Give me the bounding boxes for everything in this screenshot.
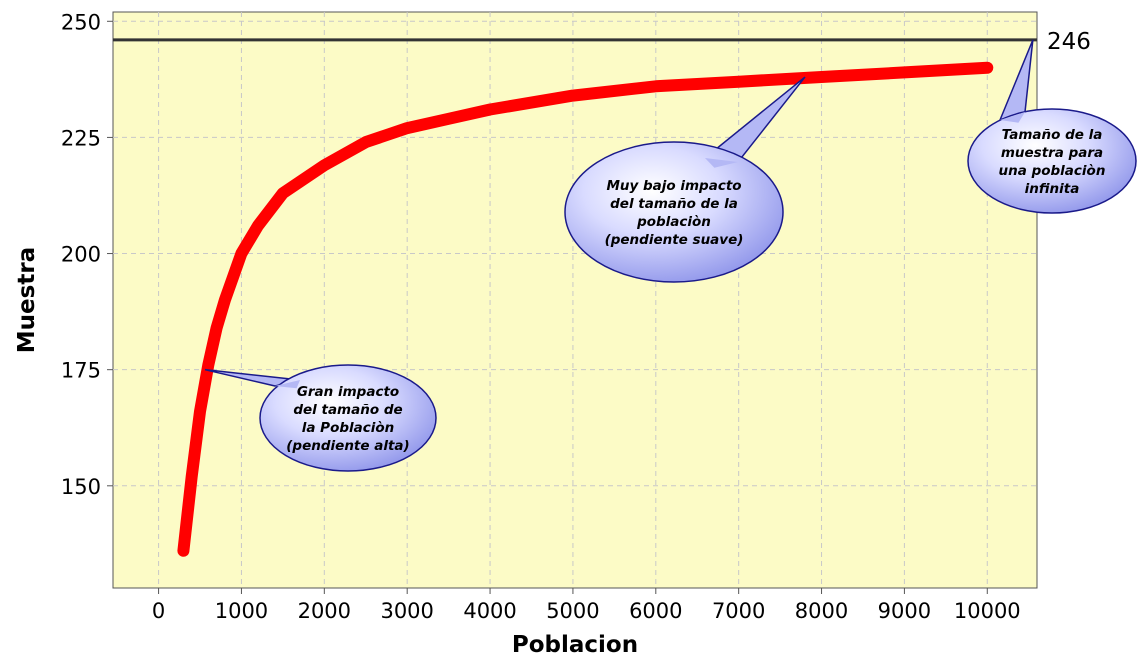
- callout-bubble: [259, 364, 437, 472]
- callout-seam: [275, 380, 300, 389]
- y-tick-label: 175: [61, 359, 101, 383]
- y-tick-label: 250: [61, 10, 101, 34]
- series-line: [177, 61, 994, 557]
- reference-line-label: 246: [1047, 29, 1091, 55]
- plot-area: [112, 11, 1038, 589]
- callout-infinite: Tamaño de la muestra para una poblaciòn inf…: [967, 39, 1137, 214]
- x-tick-label: 8000: [795, 599, 848, 623]
- callout-text-line: del tamaño de la: [610, 196, 738, 212]
- callout-seam: [705, 158, 738, 168]
- callout-text-line: Tamaño de la: [1002, 127, 1103, 143]
- callout-text-line: del tamaño de: [293, 402, 402, 418]
- reference-line-group: 246: [113, 29, 1091, 55]
- x-tick-label: 5000: [546, 599, 599, 623]
- x-tick-label: 1000: [215, 599, 268, 623]
- x-tick-label: 3000: [380, 599, 433, 623]
- x-tick-label: 2000: [298, 599, 351, 623]
- x-tick-label: 4000: [463, 599, 516, 623]
- x-axis-title: Poblacion: [512, 632, 638, 657]
- callout-text-line: Gran impacto: [297, 384, 399, 400]
- callout-text-line: infinita: [1025, 181, 1080, 197]
- x-tick-label: 6000: [629, 599, 682, 623]
- y-axis-title: Muestra: [14, 247, 40, 353]
- x-tick-label: 10000: [954, 599, 1021, 623]
- callout-bubble: [967, 108, 1137, 214]
- x-tick-label: 0: [152, 599, 165, 623]
- series-group: [177, 61, 994, 557]
- callout-text-line: (pendiente alta): [286, 438, 409, 454]
- callout-text-line: muestra para: [1001, 145, 1103, 161]
- x-tick-label: 7000: [712, 599, 765, 623]
- callout-text-line: la Poblaciòn: [302, 420, 395, 436]
- callout-low: Muy bajo impacto del tamaño de la poblaciò…: [564, 76, 806, 283]
- tick-labels: 0 1000 2000 3000 4000 5000 6000 7000 8000 9000 100…: [61, 10, 1021, 623]
- y-tick-label: 150: [61, 475, 101, 499]
- x-tick-label: 9000: [878, 599, 931, 623]
- callout-bubble: [564, 141, 784, 283]
- y-tick-label: 225: [61, 126, 101, 150]
- callout-seam: [1000, 112, 1025, 123]
- callout-text-line: Muy bajo impacto: [606, 178, 741, 194]
- callout-text-line: una poblaciòn: [999, 163, 1106, 179]
- callout-high: Gran impacto del tamaño de la Poblaciòn (pe…: [204, 364, 437, 472]
- y-tick-label: 200: [61, 243, 101, 267]
- callout-text-line: (pendiente suave): [605, 232, 744, 248]
- callouts: Gran impacto del tamaño de la Poblaciòn (pe…: [204, 39, 1137, 472]
- grid-lines: [113, 12, 1037, 588]
- callout-text-line: poblaciòn: [636, 214, 711, 230]
